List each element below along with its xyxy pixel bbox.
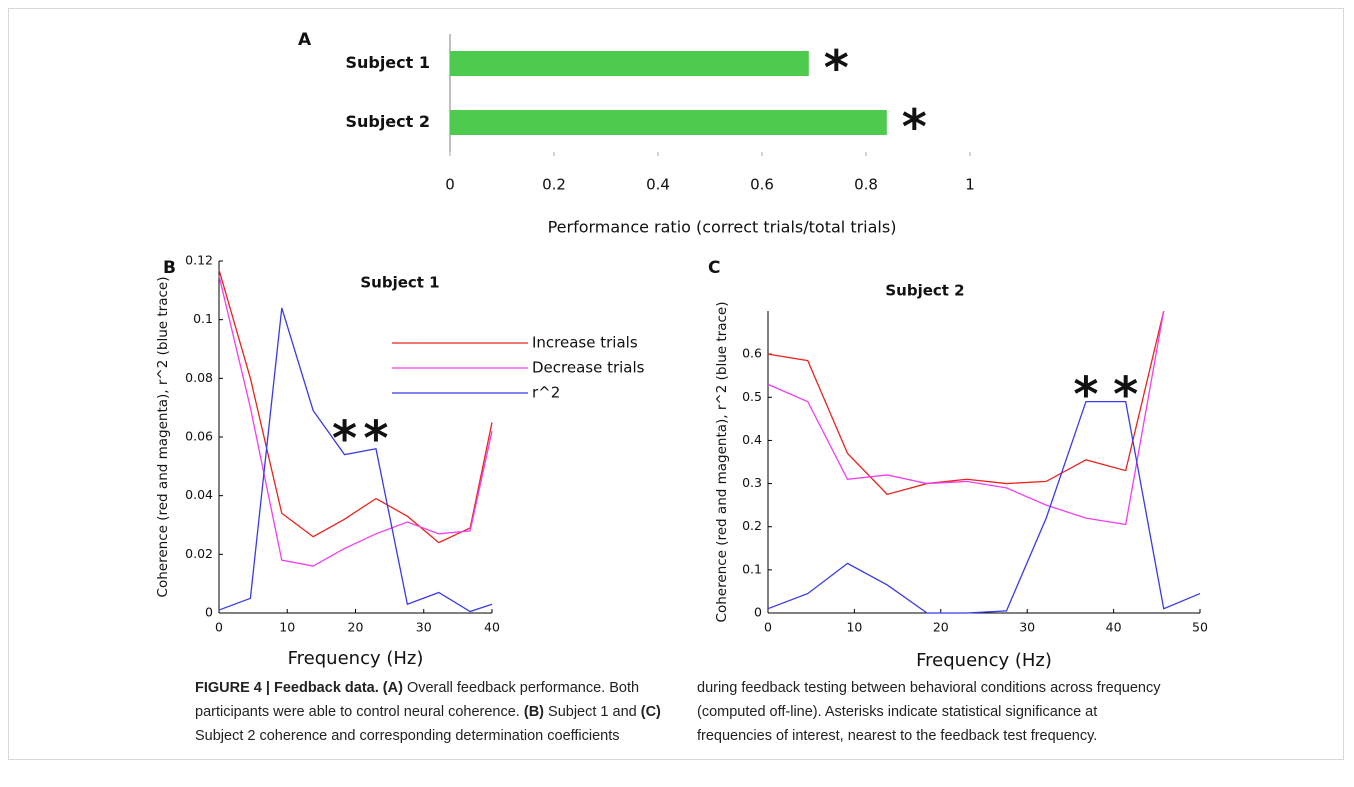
- y-tick-label: 0: [754, 605, 762, 620]
- x-tick-label: 0.2: [542, 176, 566, 194]
- y-tick-label: 0.6: [742, 346, 762, 361]
- y-tick-label: 0.3: [742, 475, 762, 490]
- caption-text: Subject 1 and: [544, 704, 641, 720]
- x-tick-label: 0: [764, 620, 772, 635]
- data-line: [218, 269, 493, 544]
- x-tick-label: 30: [416, 620, 432, 635]
- figure-frame: [8, 8, 1344, 760]
- x-axis-label: Frequency (Hz): [916, 650, 1052, 670]
- caption-text: Subject 2 coherence and corresponding de…: [195, 680, 1161, 744]
- y-tick-label: 0.1: [193, 311, 213, 326]
- caption: FIGURE 4 | Feedback data. (A) Overall fe…: [195, 676, 1163, 748]
- significance-marker: *: [363, 411, 388, 467]
- caption-text: FIGURE 4 | Feedback data.: [195, 680, 379, 696]
- chart-title: Subject 2: [885, 282, 964, 300]
- x-tick-label: 10: [279, 620, 295, 635]
- x-tick-label: 40: [484, 620, 500, 635]
- significance-marker: *: [1073, 367, 1098, 423]
- x-tick-label: 0.8: [854, 176, 878, 194]
- x-tick-label: 50: [1192, 620, 1208, 635]
- significance-marker: *: [824, 41, 849, 97]
- x-axis-label: Frequency (Hz): [288, 648, 424, 669]
- y-axis-label: Coherence (red and magenta), r^2 (blue t…: [155, 277, 171, 598]
- panel-label: B: [163, 258, 176, 278]
- legend-label: Decrease trials: [532, 359, 645, 377]
- caption-text: (A): [382, 680, 403, 696]
- y-tick-label: 0.4: [742, 432, 762, 447]
- x-tick-label: 0: [215, 620, 223, 635]
- y-tick-label: 0.08: [185, 370, 213, 385]
- x-tick-label: 0.6: [750, 176, 774, 194]
- y-tick-label: 0.5: [742, 389, 762, 404]
- category-label: Subject 2: [345, 112, 430, 131]
- significance-marker: *: [1113, 367, 1138, 423]
- x-tick-label: 0: [445, 176, 455, 194]
- category-label: Subject 1: [345, 53, 430, 72]
- data-line: [767, 400, 1201, 614]
- y-tick-label: 0.12: [185, 253, 213, 268]
- y-tick-label: 0.2: [742, 518, 762, 533]
- data-line: [218, 275, 493, 567]
- legend-label: r^2: [532, 384, 560, 402]
- figure: A 0 0.2 0.4 0.6 0.8 1 Performance ratio (correc…: [155, 30, 1208, 670]
- significance-marker: *: [332, 411, 357, 467]
- panel-label: C: [708, 258, 720, 278]
- caption-text: (C): [640, 704, 661, 720]
- bar: [450, 51, 809, 76]
- data-line: [218, 307, 493, 613]
- y-tick-label: 0.06: [185, 429, 213, 444]
- x-axis-label: Performance ratio (correct trials/total …: [548, 218, 897, 237]
- x-tick-label: 1: [965, 176, 975, 194]
- x-tick-label: 20: [348, 620, 364, 635]
- bar: [450, 110, 887, 135]
- legend-label: Increase trials: [532, 334, 638, 352]
- y-tick-label: 0: [205, 605, 213, 620]
- data-line: [767, 310, 1165, 526]
- x-tick-label: 20: [933, 620, 949, 635]
- y-tick-label: 0.04: [185, 487, 213, 502]
- caption-text: (B): [523, 704, 544, 720]
- chart-title: Subject 1: [360, 274, 439, 292]
- x-tick-label: 10: [846, 620, 862, 635]
- x-tick-label: 40: [1106, 620, 1122, 635]
- x-tick-label: 0.4: [646, 176, 670, 194]
- caption-text: Overall feedback performance. Both parti…: [195, 680, 640, 720]
- y-axis-label: Coherence (red and magenta), r^2 (blue t…: [714, 302, 730, 623]
- data-line: [767, 310, 1165, 496]
- x-tick-label: 30: [1019, 620, 1035, 635]
- panel-label: A: [298, 30, 312, 50]
- y-tick-label: 0.1: [742, 561, 762, 576]
- significance-marker: *: [902, 100, 927, 156]
- y-tick-label: 0.02: [185, 546, 213, 561]
